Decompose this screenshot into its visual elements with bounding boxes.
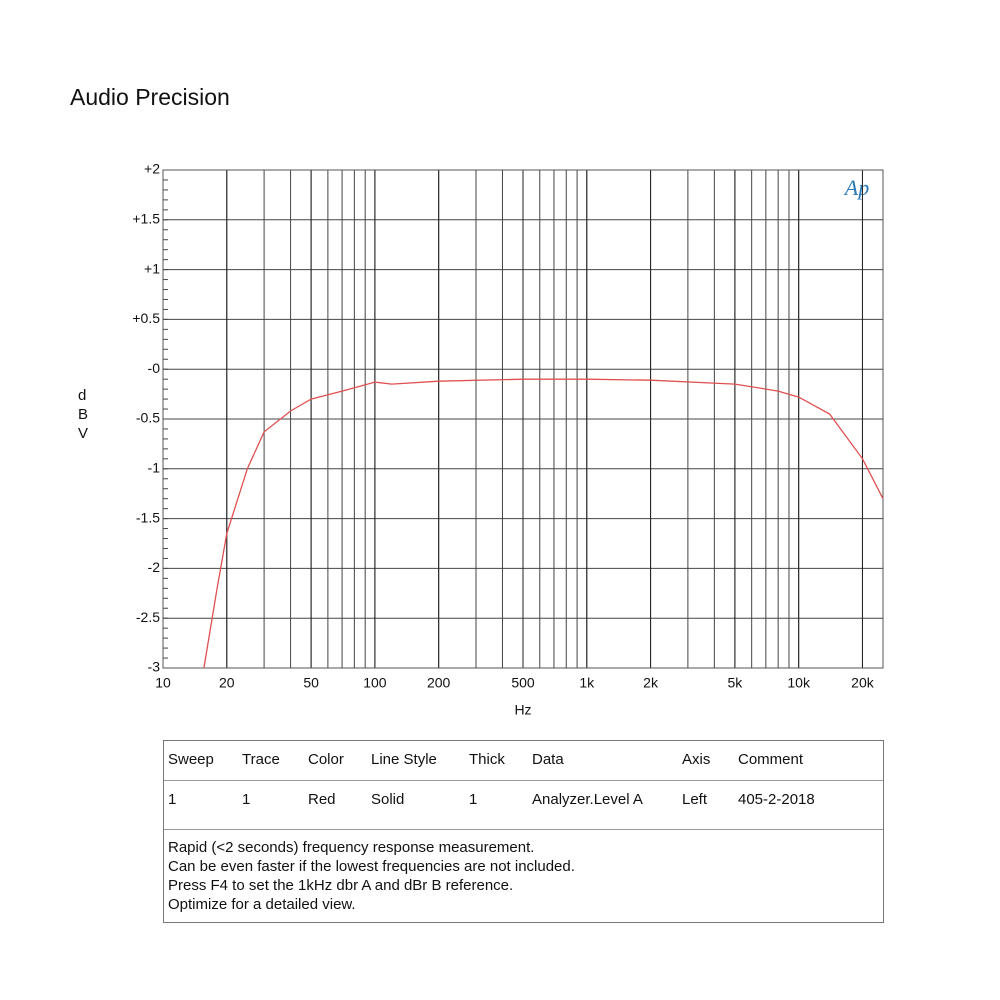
table-cell: Line Style [371, 751, 437, 768]
logo: Ap [843, 175, 869, 200]
table-cell: 1 [242, 791, 251, 808]
note-line: Press F4 to set the 1kHz dbr A and dBr B… [168, 877, 514, 894]
table-cell: Red [308, 791, 336, 808]
table-cell: Axis [682, 751, 711, 768]
table-cell: Comment [738, 751, 804, 768]
y-tick-label: -2.5 [136, 609, 160, 625]
y-tick-label: +1 [144, 260, 160, 276]
table-row: 1 1 Red Solid 1 Analyzer.Level A Left 405-2-201… [164, 781, 883, 820]
y-tick-label: +2 [144, 161, 160, 177]
y-tick-label: -3 [148, 659, 161, 675]
y-tick-label: -1 [148, 460, 161, 476]
y-tick-label: -1.5 [136, 509, 160, 525]
x-tick-label: 10 [155, 675, 171, 691]
table-cell: Data [532, 751, 564, 768]
table-cell: Analyzer.Level A [532, 791, 643, 808]
table-cell: 1 [168, 791, 177, 808]
chart: Hz Ap +2+1.5+1+0.5-0-0.5-1-1.5-2-2.5-310… [132, 161, 884, 718]
x-tick-label: 20k [851, 675, 875, 691]
x-tick-label: 50 [303, 675, 319, 691]
table-header: Sweep Trace Color Line Style Thick Data Axis Co… [164, 741, 883, 781]
table-cell: Thick [469, 751, 505, 768]
plot-frame [162, 169, 884, 669]
legend-table: Sweep Trace Color Line Style Thick Data Axis Co… [163, 740, 884, 923]
x-tick-label: 100 [363, 675, 387, 691]
x-axis-label: Hz [514, 702, 531, 718]
x-tick-label: 5k [727, 675, 743, 691]
note-line: Optimize for a detailed view. [168, 896, 356, 913]
table-cell: 1 [469, 791, 478, 808]
x-tick-label: 500 [511, 675, 535, 691]
x-tick-label: 1k [579, 675, 595, 691]
table-cell: 405-2-2018 [738, 791, 815, 808]
x-tick-label: 10k [787, 675, 811, 691]
table-cell: Solid [371, 791, 405, 808]
y-tick-label: -2 [148, 559, 161, 575]
table-cell: Left [682, 791, 708, 808]
x-tick-label: 2k [643, 675, 659, 691]
chart-title: Audio Precision [70, 84, 230, 110]
y-tick-label: +1.5 [132, 211, 160, 227]
y-tick-label: +0.5 [132, 310, 160, 326]
table-cell: Sweep [168, 751, 214, 768]
y-tick-label: -0 [148, 360, 161, 376]
y-axis-label: dBV [78, 387, 89, 442]
x-tick-label: 200 [427, 675, 451, 691]
y-tick-label: -0.5 [136, 410, 160, 426]
trace [203, 378, 884, 669]
x-tick-label: 20 [219, 675, 235, 691]
note-line: Rapid (<2 seconds) frequency response me… [168, 839, 535, 856]
table-cell: Trace [242, 751, 280, 768]
table-cell: Color [308, 751, 344, 768]
note-line: Can be even faster if the lowest frequen… [168, 858, 575, 875]
notes: Rapid (<2 seconds) frequency response me… [164, 829, 883, 922]
